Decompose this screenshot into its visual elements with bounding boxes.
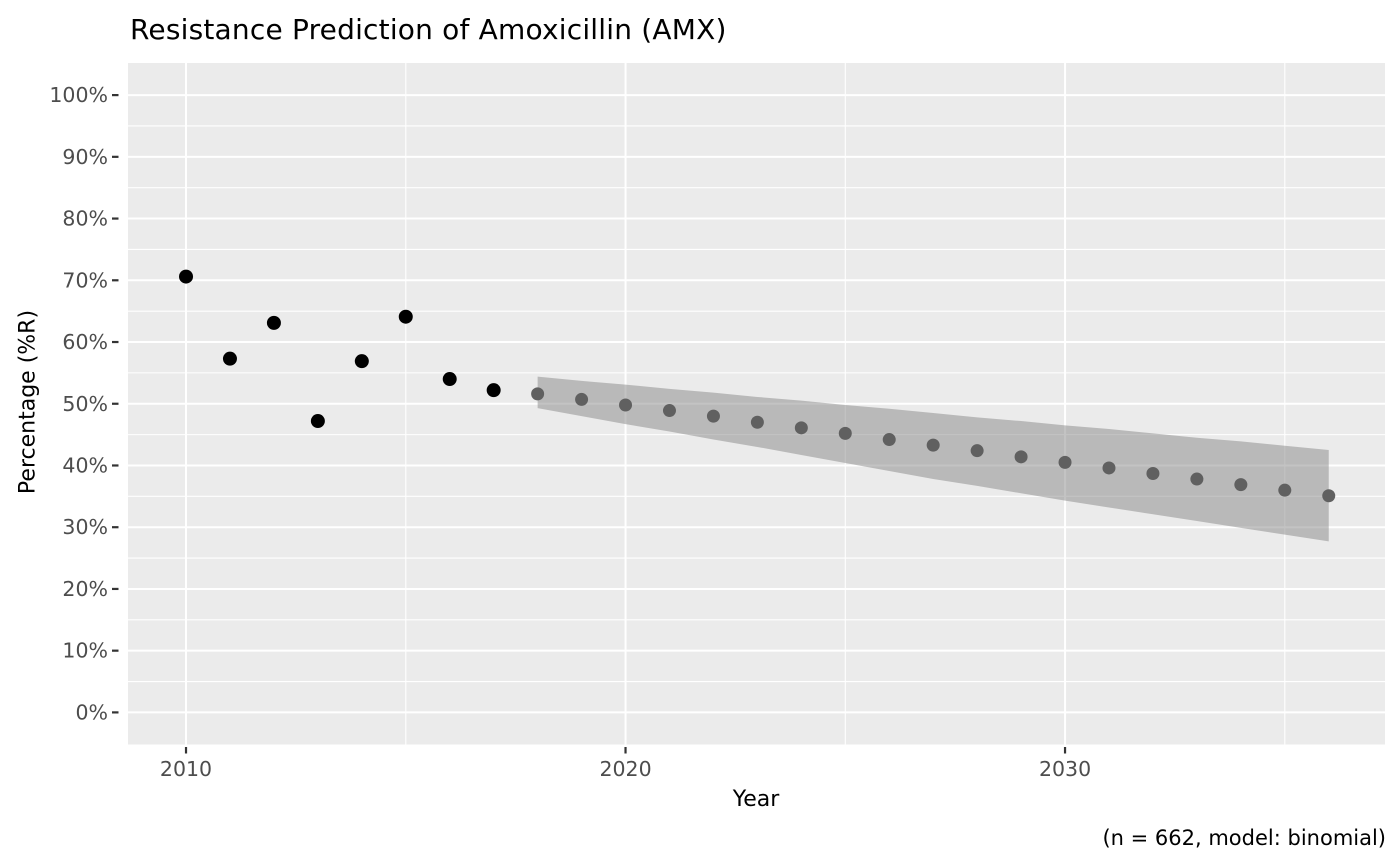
- predicted-point: [619, 398, 633, 412]
- predicted-point: [1234, 478, 1248, 492]
- y-tick-label: 60%: [62, 330, 108, 354]
- predicted-point: [662, 404, 676, 418]
- predicted-point: [1322, 489, 1336, 503]
- predicted-point: [1058, 455, 1072, 469]
- predicted-point: [926, 438, 940, 452]
- observed-point: [266, 315, 281, 330]
- chart-title: Resistance Prediction of Amoxicillin (AM…: [130, 13, 727, 46]
- predicted-point: [1190, 472, 1204, 486]
- y-tick-label: 10%: [62, 639, 108, 663]
- predicted-point: [531, 387, 545, 401]
- y-tick-label: 40%: [62, 453, 108, 477]
- y-tick-label: 70%: [62, 268, 108, 292]
- observed-point: [310, 414, 325, 429]
- observed-point: [486, 383, 501, 398]
- confidence-ribbon: [537, 376, 1329, 542]
- predicted-point: [1014, 450, 1028, 464]
- y-tick-label: 80%: [62, 207, 108, 231]
- predicted-point: [970, 444, 984, 458]
- predicted-point: [706, 409, 720, 423]
- y-tick-label: 30%: [62, 515, 108, 539]
- observed-point: [398, 309, 413, 324]
- predicted-point: [750, 415, 764, 429]
- observed-point: [354, 354, 369, 369]
- observed-point: [179, 269, 194, 284]
- chart-caption: (n = 662, model: binomial): [1102, 826, 1386, 850]
- predicted-point: [838, 426, 852, 440]
- x-tick-label: 2020: [599, 757, 651, 781]
- predicted-point: [794, 421, 808, 435]
- predicted-point: [1146, 467, 1160, 481]
- predicted-point: [575, 392, 589, 406]
- predicted-point: [1278, 483, 1292, 497]
- y-tick-label: 50%: [62, 392, 108, 416]
- predicted-point: [1102, 461, 1116, 475]
- y-tick-label: 0%: [75, 700, 108, 724]
- predicted-point: [882, 433, 896, 447]
- x-axis-title: Year: [732, 787, 780, 812]
- observed-point: [442, 372, 457, 387]
- x-tick-label: 2010: [160, 757, 212, 781]
- y-tick-label: 20%: [62, 577, 108, 601]
- y-tick-label: 90%: [62, 145, 108, 169]
- observed-point: [222, 351, 237, 366]
- y-tick-label: 100%: [49, 83, 108, 107]
- x-tick-label: 2030: [1039, 757, 1091, 781]
